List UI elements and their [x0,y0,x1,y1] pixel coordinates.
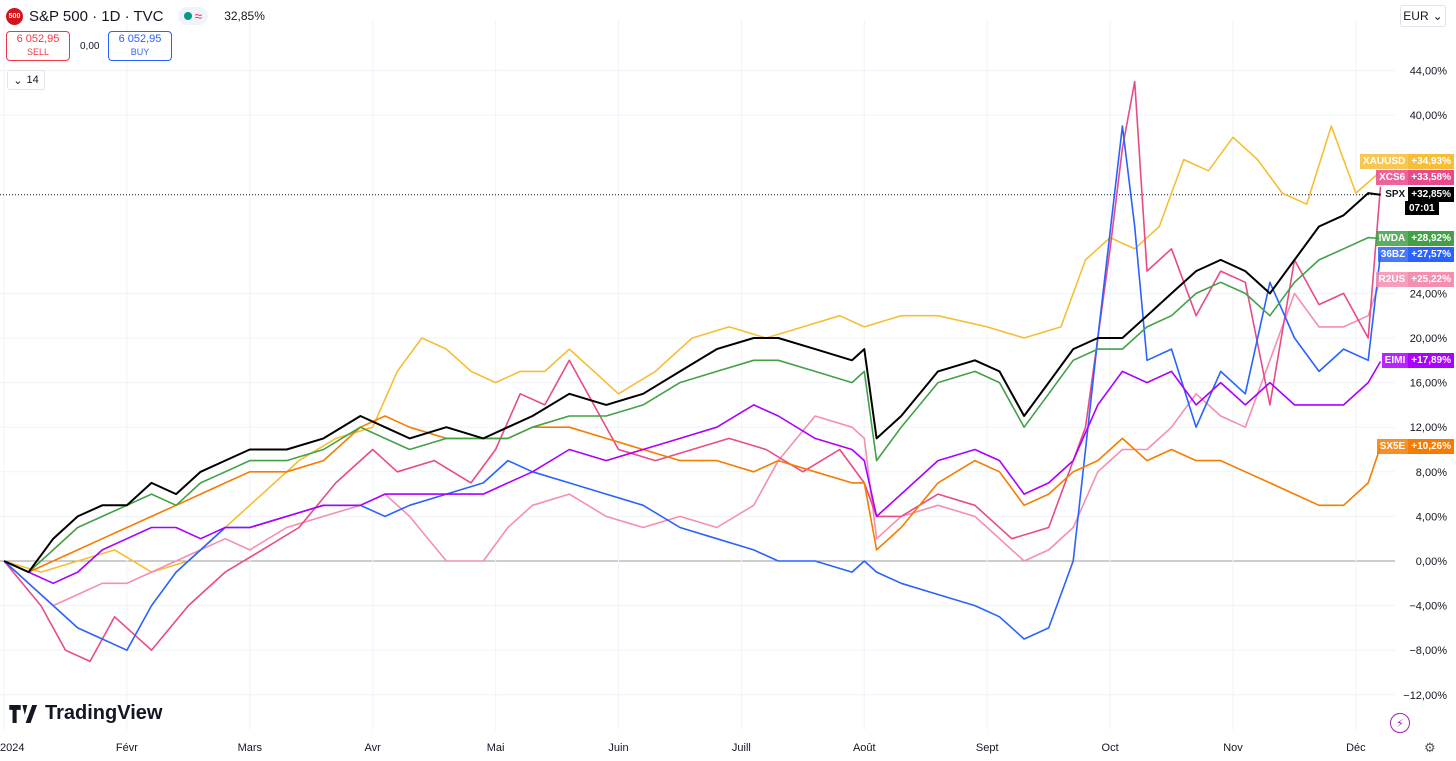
y-tick-label: 0,00% [1416,556,1447,568]
y-tick-label: −12,00% [1403,690,1447,702]
series-lines [3,80,1382,663]
x-tick-label: Avr [365,742,382,754]
y-tick-label: 4,00% [1416,511,1447,523]
series-badge-value: +34,93% [1408,154,1454,169]
series-line-r2us[interactable] [3,279,1382,607]
y-axis: 44,00% 40,00% 24,00% 20,00% 16,00% 12,00% 8,00… [1403,65,1447,701]
sell-price: 6 052,95 [16,33,60,45]
x-tick-label: Sept [976,742,999,754]
series-badge-symbol: R2US [1375,272,1409,287]
series-badge-symbol: SX5E [1376,439,1409,454]
series-badge-xauusd[interactable]: XAUUSD +34,93% [1360,154,1454,169]
series-badge-value: +33,58% [1408,170,1454,185]
series-badge-symbol: 36BZ [1377,247,1409,262]
indicator-count: 14 [26,74,39,86]
settings-icon[interactable]: ⚙ [1424,740,1436,755]
x-axis: 2024 Févr Mars Avr Mai Juin Juill Août Sept Oct No… [0,742,1366,754]
spx-countdown: 07:01 [1405,201,1439,215]
x-tick-label: Mars [238,742,263,754]
buy-price: 6 052,95 [118,33,162,45]
y-tick-label: 44,00% [1410,65,1448,77]
y-tick-label: −8,00% [1409,645,1447,657]
series-badge-eimi[interactable]: EIMI +17,89% [1381,353,1454,368]
x-tick-label: Nov [1223,742,1243,754]
series-badge-value: +27,57% [1408,247,1454,262]
series-line-eimi[interactable] [3,361,1382,585]
y-tick-label: 24,00% [1410,288,1448,300]
chevron-down-icon: ⌄ [13,74,23,87]
symbol-logo-icon: 500 [6,7,23,25]
change-value: 32,85% [224,9,265,23]
x-tick-label: Déc [1346,742,1366,754]
series-line-xcs6[interactable] [3,80,1382,663]
series-badge-spx[interactable]: SPX +32,85% [1382,187,1454,202]
x-tick-label: Juill [732,742,751,754]
x-tick-label: Oct [1102,742,1119,754]
x-tick-label: Févr [116,742,138,754]
x-tick-label: Juin [608,742,628,754]
sell-button[interactable]: 6 052,95 SELL [6,31,70,61]
series-badge-iwda[interactable]: IWDA +28,92% [1375,231,1454,246]
series-badge-value: +28,92% [1408,231,1454,246]
y-tick-label: 12,00% [1410,422,1448,434]
series-badge-symbol: XCS6 [1376,170,1409,185]
tradingview-logo[interactable]: TradingView [9,702,162,725]
y-tick-label: 20,00% [1410,333,1448,345]
series-line-spx[interactable] [3,192,1381,574]
indicators-toggle[interactable]: ⌄ 14 [7,70,45,90]
x-tick-label: Août [853,742,876,754]
y-tick-label: −4,00% [1409,601,1447,613]
approx-icon: ≈ [194,8,203,24]
series-line-iwda[interactable] [3,236,1381,573]
currency-label: EUR [1403,9,1429,23]
x-tick-label: 2024 [0,742,24,754]
chevron-down-icon: ⌄ [1432,9,1443,23]
series-badge-symbol: SPX [1382,187,1409,202]
tradingview-logo-icon [9,704,38,723]
series-badge-symbol: IWDA [1375,231,1409,246]
chart-header: 500 S&P 500 · 1D · TVC ≈ 32,85% [6,5,265,27]
series-line-xauusd[interactable] [3,125,1382,573]
brand-name: TradingView [45,702,163,724]
series-badge-value: +32,85% [1408,187,1454,202]
market-open-icon [183,12,192,20]
series-badge-value: +17,89% [1408,353,1454,368]
series-line-sx5e[interactable] [3,415,1382,573]
sell-label: SELL [26,47,50,57]
lightning-icon[interactable]: ⚡ [1390,713,1410,733]
series-badge-value: +10,26% [1408,439,1454,454]
y-tick-label: 8,00% [1416,467,1447,479]
series-line-36bz[interactable] [3,125,1382,652]
series-badge-symbol: XAUUSD [1360,154,1409,169]
series-badge-symbol: EIMI [1381,353,1409,368]
buy-label: BUY [130,47,150,57]
market-status[interactable]: ≈ [177,7,209,25]
spread-value: 0,00 [80,41,100,52]
series-badge-sx5e[interactable]: SX5E +10,26% [1376,439,1454,454]
y-tick-label: 40,00% [1410,110,1448,122]
series-badge-36bz[interactable]: 36BZ +27,57% [1377,247,1454,262]
series-badge-value: +25,22% [1408,272,1454,287]
series-badge-r2us[interactable]: R2US +25,22% [1375,272,1454,287]
y-tick-label: 16,00% [1410,378,1448,390]
buy-button[interactable]: 6 052,95 BUY [108,31,172,61]
series-badge-xcs6[interactable]: XCS6 +33,58% [1376,170,1454,185]
grid [0,20,1395,730]
currency-select[interactable]: EUR ⌄ [1400,5,1446,27]
x-tick-label: Mai [487,742,505,754]
symbol-title[interactable]: S&P 500 · 1D · TVC [29,7,164,25]
